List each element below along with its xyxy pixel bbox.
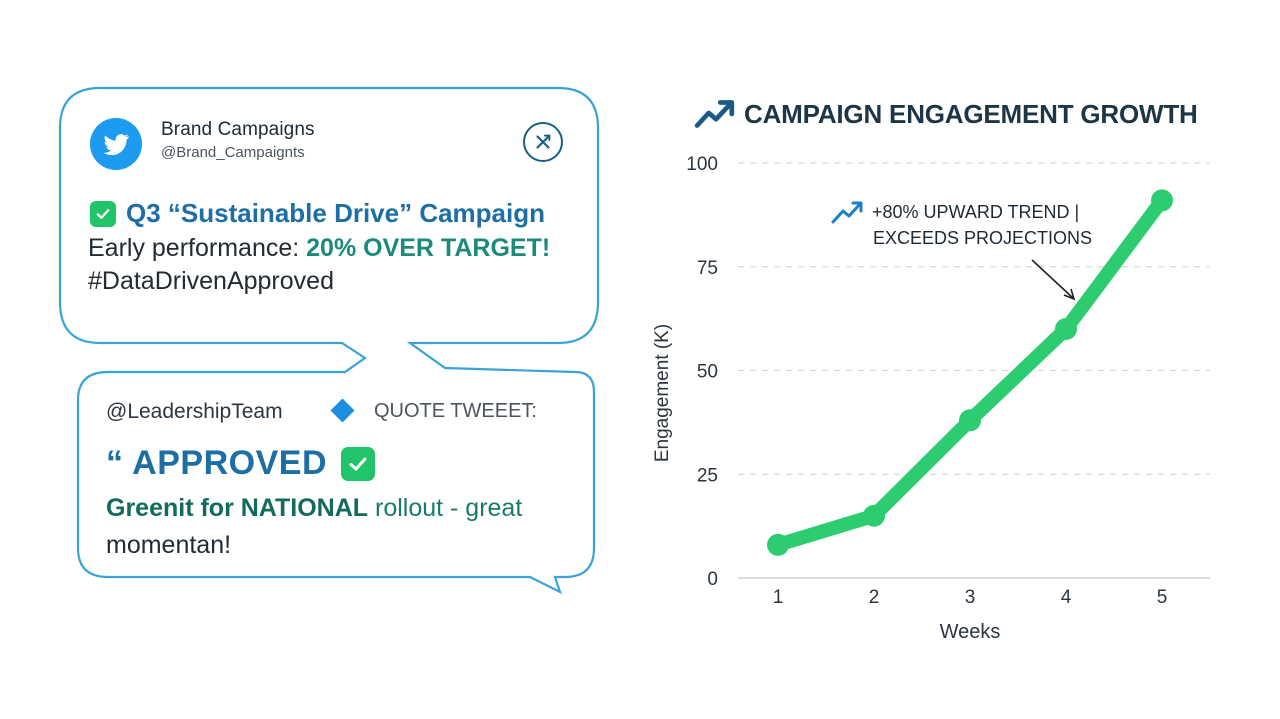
account-name[interactable]: Brand Campaigns: [161, 119, 315, 140]
data-point: [959, 409, 981, 432]
quote-message-line-2: momentan!: [106, 531, 232, 559]
y-tick-label: 25: [697, 465, 718, 486]
x-tick-label: 1: [773, 587, 784, 608]
series-line: [771, 193, 1169, 552]
data-point: [863, 504, 885, 527]
mention-link[interactable]: @LeadershipTeam: [106, 400, 283, 423]
campaign-title-row: Q3 “Sustainable Drive” Campaign: [90, 198, 545, 229]
performance-highlight: 20% OVER TARGET!: [306, 234, 551, 262]
tweet-card: Brand Campaigns @Brand_Campaignts Q3 “Su…: [60, 88, 600, 343]
twitter-bird-icon[interactable]: [90, 118, 142, 170]
campaign-title: Q3 “Sustainable Drive” Campaign: [126, 198, 546, 228]
y-tick-label: 50: [697, 362, 718, 383]
x-close-icon[interactable]: [523, 122, 563, 162]
y-tick-label: 100: [686, 154, 718, 175]
chart-grid: [738, 162, 1210, 579]
annotation-arrow: [1031, 259, 1074, 299]
annotation-line-1: +80% UPWARD TREND |: [872, 202, 1079, 222]
account-handle[interactable]: @Brand_Campaignts: [161, 144, 305, 161]
x-tick-label: 2: [869, 587, 880, 608]
speech-bubble-outlines: [58, 86, 600, 595]
x-tick-label: 5: [1157, 587, 1168, 608]
diamond-icon: [330, 398, 355, 423]
x-tick-label: 4: [1061, 587, 1072, 608]
quote-msg-part-a: Greenit for: [106, 494, 241, 522]
quote-tweet-card: @LeadershipTeam QUOTE TWEEET: “ APPROVED…: [78, 372, 594, 577]
check-icon: [90, 200, 116, 227]
data-point: [1055, 318, 1077, 340]
trend-annotation: +80% UPWARD TREND | EXCEEDS PROJECTIONS: [831, 201, 1092, 301]
tweet-body: Early performance: 20% OVER TARGET!: [88, 234, 550, 263]
annotation-arrowhead: [1063, 288, 1076, 301]
quote-message-line-1: Greenit for NATIONAL rollout - great: [106, 494, 522, 523]
quote-msg-part-b: NATIONAL: [240, 494, 369, 522]
chart-title: CAMPAIGN ENGAGEMENT GROWTH: [744, 98, 1198, 129]
x-tick-label: 3: [965, 587, 976, 608]
chart-title-row: CAMPAIGN ENGAGEMENT GROWTH: [694, 98, 1198, 130]
y-tick-labels: 0 25 50 75 100: [686, 154, 718, 590]
annotation-line-2: EXCEEDS PROJECTIONS: [873, 228, 1092, 248]
data-point: [767, 533, 789, 556]
y-axis-label: Engagement (K): [652, 324, 673, 462]
y-tick-label: 75: [697, 258, 718, 279]
data-point: [1151, 189, 1173, 212]
check-icon: [341, 446, 376, 481]
approved-text: “ APPROVED: [106, 444, 328, 482]
engagement-chart: 0 25 50 75 100 1 2 3 4 5 Engagement (K) Weeks +8…: [652, 154, 1210, 643]
x-axis-label: Weeks: [940, 621, 1001, 643]
tweet-bubble-outline: [58, 86, 600, 595]
data-points: [767, 189, 1173, 556]
performance-label: Early performance:: [88, 234, 307, 262]
quote-msg-part-c: rollout - great: [368, 494, 523, 522]
hashtag-link[interactable]: #DataDrivenApproved: [88, 267, 334, 295]
y-tick-label: 0: [707, 569, 718, 590]
trend-up-icon: [831, 201, 863, 224]
approved-row: “ APPROVED: [106, 444, 376, 483]
trend-up-icon: [694, 100, 735, 128]
quote-tweet-label: QUOTE TWEEET:: [374, 400, 537, 422]
x-tick-labels: 1 2 3 4 5: [773, 587, 1168, 608]
